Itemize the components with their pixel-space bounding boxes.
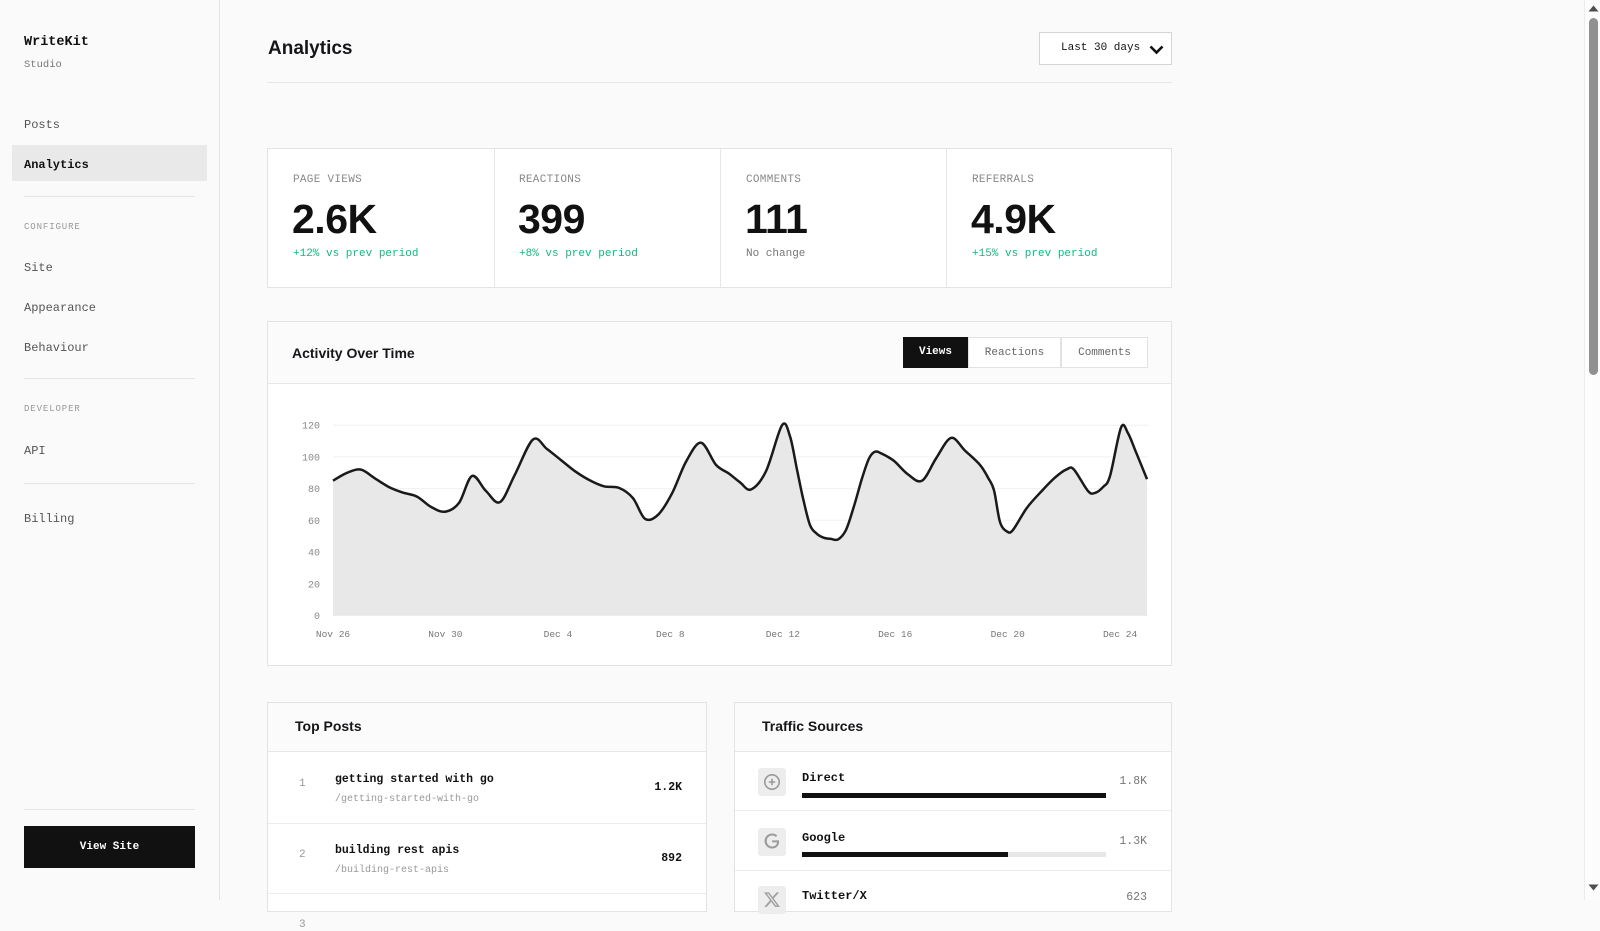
svg-text:Dec 24: Dec 24: [1103, 629, 1138, 640]
svg-text:Dec 16: Dec 16: [878, 629, 913, 640]
svg-text:Nov 30: Nov 30: [428, 629, 463, 640]
svg-text:0: 0: [314, 612, 320, 623]
svg-text:120: 120: [302, 422, 320, 433]
svg-text:Nov 26: Nov 26: [316, 629, 351, 640]
svg-text:40: 40: [308, 549, 320, 560]
svg-text:Dec 4: Dec 4: [544, 629, 573, 640]
svg-text:Dec 8: Dec 8: [656, 629, 685, 640]
svg-text:20: 20: [308, 580, 320, 591]
svg-text:Dec 20: Dec 20: [991, 629, 1026, 640]
svg-text:80: 80: [308, 485, 320, 496]
svg-text:100: 100: [302, 453, 320, 464]
svg-text:60: 60: [308, 517, 320, 528]
svg-text:Dec 12: Dec 12: [766, 629, 801, 640]
